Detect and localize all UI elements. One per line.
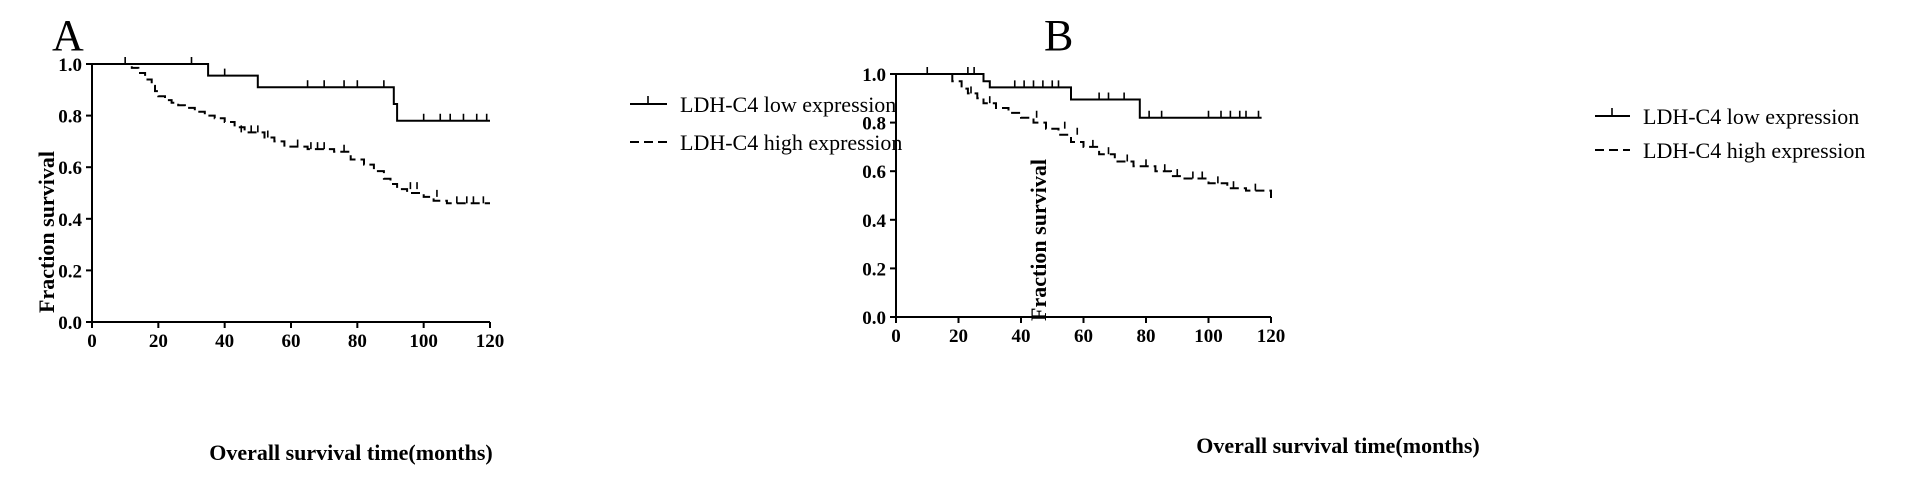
high-expression-curve-a xyxy=(92,63,490,205)
y-tick-label-b: 0.8 xyxy=(862,114,886,135)
x-tick-label-b: 120 xyxy=(1257,326,1286,347)
y-tick-label-a: 0.2 xyxy=(58,261,82,282)
panel-letter-b: B xyxy=(1044,11,1073,60)
legend-label-high-a: LDH-C4 high expression xyxy=(680,130,902,155)
low-expression-curve-a xyxy=(92,63,490,122)
plot-area-a: 0 20 40 60 80 100 120 0.0 0.2 0.4 0.6 0.8 1.0 xyxy=(58,55,504,352)
y-axis-title-b: Fraction survival xyxy=(1026,159,1051,321)
x-tick-label-a: 120 xyxy=(476,331,505,352)
y-tick-label-b: 0.4 xyxy=(862,211,886,232)
x-tick-label-a: 20 xyxy=(149,331,168,352)
x-tick-label-b: 100 xyxy=(1194,326,1223,347)
x-tick-label-b: 40 xyxy=(1012,326,1031,347)
chart-panel-a: A Fraction survival Overall survival tim… xyxy=(34,11,902,465)
legend-label-low-b: LDH-C4 low expression xyxy=(1643,104,1859,129)
x-tick-label-b: 0 xyxy=(891,326,901,347)
plot-area-b: 0 20 40 60 80 100 120 0.0 0.2 0.4 0.6 0.8 1.0 xyxy=(862,65,1285,347)
low-expression-curve-b xyxy=(896,73,1262,119)
legend-label-low-a: LDH-C4 low expression xyxy=(680,92,896,117)
x-tick-label-a: 40 xyxy=(215,331,234,352)
high-expression-curve-b xyxy=(896,73,1272,203)
x-axis-title-a: Overall survival time(months) xyxy=(209,440,493,465)
y-tick-label-a: 1.0 xyxy=(58,55,82,76)
x-tick-label-a: 0 xyxy=(87,331,97,352)
panel-letter-a: A xyxy=(52,11,84,60)
y-tick-label-b: 1.0 xyxy=(862,65,886,86)
y-tick-label-b: 0.2 xyxy=(862,259,886,280)
y-tick-label-a: 0.4 xyxy=(58,210,82,231)
chart-panel-b: B Fraction survival Overall survival tim… xyxy=(862,11,1865,458)
y-tick-label-a: 0.6 xyxy=(58,158,82,179)
x-axis-title-b: Overall survival time(months) xyxy=(1196,433,1480,458)
x-tick-label-b: 80 xyxy=(1137,326,1156,347)
legend-b: LDH-C4 low expression LDH-C4 high expres… xyxy=(1595,104,1865,163)
y-axis-title-a: Fraction survival xyxy=(34,151,59,313)
legend-a: LDH-C4 low expression LDH-C4 high expres… xyxy=(630,92,902,155)
legend-label-high-b: LDH-C4 high expression xyxy=(1643,138,1865,163)
x-tick-label-a: 100 xyxy=(409,331,438,352)
x-tick-label-a: 80 xyxy=(348,331,367,352)
x-tick-label-b: 60 xyxy=(1074,326,1093,347)
y-tick-label-b: 0.6 xyxy=(862,162,886,183)
y-tick-label-a: 0.0 xyxy=(58,313,82,334)
y-tick-label-a: 0.8 xyxy=(58,107,82,128)
x-tick-label-b: 20 xyxy=(949,326,968,347)
y-tick-label-b: 0.0 xyxy=(862,308,886,329)
x-tick-label-a: 60 xyxy=(282,331,301,352)
